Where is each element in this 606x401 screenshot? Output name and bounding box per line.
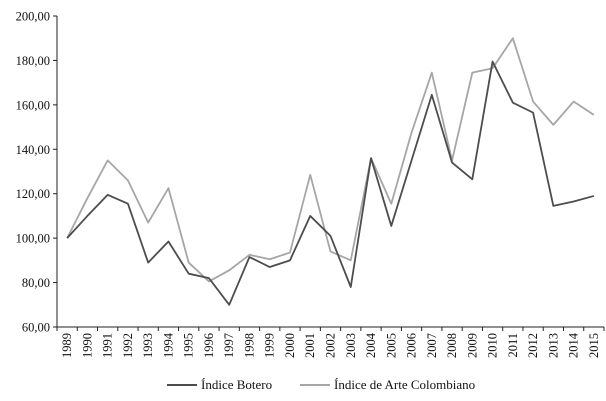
- x-tick-label: 2012: [526, 333, 540, 358]
- x-tick-label: 2013: [546, 333, 560, 358]
- legend-label: Índice Botero: [201, 377, 272, 392]
- x-tick-label: 2007: [425, 333, 439, 358]
- x-tick-label: 2000: [283, 333, 297, 358]
- x-tick-label: 2008: [445, 333, 459, 358]
- x-tick-label: 1992: [121, 333, 135, 358]
- x-tick-label: 2001: [303, 333, 317, 358]
- series-line-indice-botero: [66, 60, 595, 306]
- x-tick-label: 1989: [60, 333, 74, 358]
- y-tick-label: 140,00: [16, 143, 50, 157]
- y-tick-label: 200,00: [16, 10, 50, 24]
- x-tick-label: 1993: [141, 333, 155, 358]
- x-tick-label: 2004: [364, 332, 378, 358]
- x-tick-label: 2015: [587, 333, 601, 358]
- x-tick-label: 2010: [486, 333, 500, 358]
- legend-label: Índice de Arte Colombiano: [334, 377, 475, 392]
- axes: 60,00 80,00 100,00 120,00 140,00 160,00 180,00…: [16, 10, 605, 358]
- x-tick-label: 2009: [465, 333, 479, 358]
- y-tick-label: 180,00: [16, 54, 50, 68]
- x-tick-label: 1994: [161, 332, 175, 358]
- x-tick-label: 1997: [222, 333, 236, 358]
- x-tick-label: 2003: [344, 333, 358, 358]
- x-tick-label: 2005: [384, 333, 398, 358]
- x-tick-label: 1999: [263, 333, 277, 358]
- y-tick-label: 160,00: [16, 98, 50, 112]
- x-tick-label: 1995: [182, 333, 196, 358]
- x-tick-label: 1998: [242, 333, 256, 358]
- x-tick-label: 2014: [567, 332, 581, 358]
- x-tick-label: 2006: [405, 333, 419, 358]
- x-tick-label: 2002: [324, 333, 338, 358]
- x-tick-label: 1990: [80, 333, 94, 358]
- y-tick-label: 100,00: [16, 232, 50, 246]
- legend: Índice Botero Índice de Arte Colombiano: [167, 377, 475, 392]
- y-tick-label: 120,00: [16, 187, 50, 201]
- x-tick-label: 2011: [506, 333, 520, 358]
- x-tick-label: 1996: [202, 333, 216, 358]
- series-lines: [66, 37, 595, 306]
- y-tick-label: 60,00: [22, 321, 50, 335]
- series-line-indice-arte-colombiano: [66, 37, 595, 283]
- y-tick-label: 80,00: [22, 276, 50, 290]
- x-tick-label: 1991: [101, 333, 115, 358]
